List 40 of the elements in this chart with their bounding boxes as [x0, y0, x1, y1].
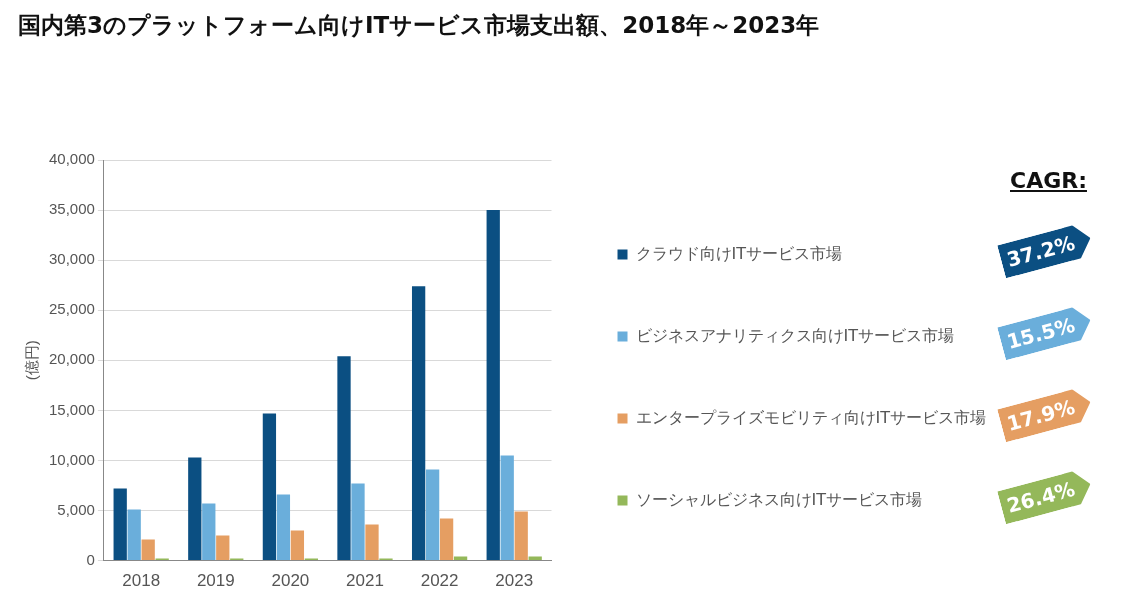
bar: [202, 503, 216, 561]
y-tick-label: 20,000: [48, 350, 95, 368]
bar: [425, 469, 440, 561]
bar: [365, 524, 379, 561]
x-tick-label: 2019: [196, 571, 235, 591]
bar: [262, 413, 277, 561]
legend-label: クラウド向けITサービス市場: [635, 243, 843, 263]
bar: [141, 539, 155, 561]
legend-label: エンタープライズモビリティ向けITサービス市場: [635, 407, 987, 427]
x-tick-label: 2018: [122, 571, 161, 591]
bar: [411, 286, 426, 561]
x-tick-label: 2020: [271, 571, 310, 591]
bar: [337, 356, 351, 561]
y-tick-label: 10,000: [48, 450, 95, 468]
legend-label: ビジネスアナリティクス向けITサービス市場: [635, 325, 955, 345]
bar: [351, 483, 365, 561]
y-tick-label: 0: [86, 550, 95, 568]
bar: [514, 511, 528, 561]
legend-label: ソーシャルビジネス向けITサービス市場: [635, 489, 923, 509]
y-tick-label: 25,000: [48, 300, 95, 318]
bar: [290, 530, 305, 561]
bar: [127, 509, 141, 561]
x-tick-label: 2023: [495, 571, 534, 591]
bar: [486, 210, 500, 561]
y-tick-label: 40,000: [48, 150, 95, 168]
y-axis-title: (億円): [23, 340, 41, 381]
text: CAGR:: [1010, 168, 1087, 193]
bar: [216, 535, 230, 561]
bar: [113, 488, 127, 561]
bar: [439, 518, 454, 561]
bar: [188, 457, 202, 561]
chart-title: 国内第3のプラットフォーム向けITサービス市場支出額、2018年～2023年: [18, 11, 820, 40]
x-tick-label: 2022: [420, 571, 459, 591]
y-tick-label: 30,000: [48, 250, 95, 268]
x-tick-label: 2021: [346, 571, 384, 591]
bar: [500, 455, 514, 561]
y-tick-label: 35,000: [48, 200, 95, 218]
y-tick-label: 15,000: [48, 400, 95, 418]
bar: [276, 494, 291, 561]
y-tick-label: 5,000: [57, 500, 95, 518]
